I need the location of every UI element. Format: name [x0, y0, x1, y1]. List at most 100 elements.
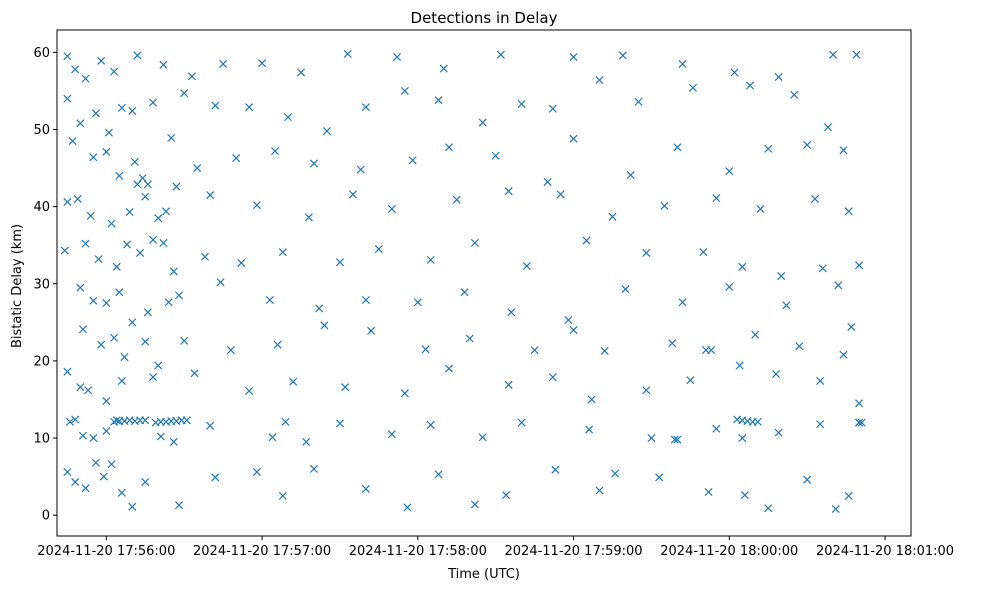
detection-marker — [128, 502, 137, 511]
detection-marker — [816, 420, 825, 429]
detection-marker — [387, 204, 396, 213]
y-tick-label: 30 — [33, 277, 50, 292]
detection-marker — [673, 143, 682, 152]
detection-marker — [149, 235, 158, 244]
detection-marker — [707, 346, 716, 355]
x-tick-label: 2024-11-20 17:57:00 — [193, 544, 331, 559]
detection-marker — [517, 418, 526, 427]
detection-marker — [159, 60, 168, 69]
detection-marker — [356, 165, 365, 174]
detection-marker — [309, 464, 319, 473]
detection-marker — [678, 298, 687, 307]
detection-marker — [756, 204, 765, 213]
detection-marker — [522, 262, 531, 271]
detection-marker — [774, 428, 783, 437]
detection-marker — [133, 51, 142, 60]
detection-marker — [123, 240, 132, 249]
detection-marker — [143, 308, 152, 317]
detection-marker — [803, 475, 812, 484]
detection-marker — [444, 364, 453, 373]
detection-marker — [315, 304, 324, 313]
detection-marker — [507, 308, 516, 317]
detection-marker — [491, 151, 500, 160]
detection-marker — [258, 59, 267, 68]
detection-marker — [128, 318, 137, 327]
detection-marker — [206, 191, 215, 200]
detection-marker — [582, 236, 591, 245]
detection-marker — [125, 208, 134, 217]
detection-marker — [569, 52, 578, 62]
detection-marker — [138, 174, 147, 183]
detection-marker — [63, 94, 72, 103]
detection-marker — [128, 106, 137, 116]
detection-marker — [141, 192, 150, 201]
detection-marker — [180, 336, 189, 345]
detection-marker — [335, 419, 344, 428]
detection-marker — [857, 418, 866, 427]
detection-marker — [839, 350, 848, 359]
detection-marker — [309, 159, 319, 168]
x-tick-label: 2024-11-20 18:00:00 — [660, 544, 798, 559]
detection-markers — [60, 49, 866, 514]
detection-marker — [704, 488, 713, 497]
detection-marker — [143, 180, 152, 189]
detection-marker — [97, 340, 106, 349]
detection-marker — [642, 386, 651, 395]
detection-marker — [289, 377, 298, 386]
detection-marker — [278, 248, 287, 257]
detection-marker — [141, 477, 150, 487]
detection-marker — [738, 262, 747, 271]
detection-marker — [278, 491, 287, 500]
detection-marker — [844, 207, 853, 216]
detection-marker — [855, 418, 864, 427]
detection-marker — [400, 86, 409, 95]
detection-marker — [611, 469, 620, 478]
detection-marker — [470, 500, 479, 509]
detection-marker — [670, 435, 679, 444]
detection-marker — [393, 52, 402, 62]
detection-marker — [847, 322, 856, 331]
detection-marker — [91, 458, 100, 467]
detection-marker — [600, 346, 609, 355]
detection-marker — [746, 81, 755, 90]
detection-marker — [167, 133, 176, 143]
detection-marker — [642, 248, 651, 257]
detection-marker — [730, 68, 739, 77]
detection-marker — [831, 504, 840, 514]
detection-marker — [548, 373, 557, 382]
detection-marker — [154, 361, 163, 370]
detection-marker — [790, 90, 799, 99]
detection-marker — [764, 144, 773, 153]
detection-marker — [361, 295, 370, 304]
detection-marker — [673, 435, 682, 444]
y-tick-label: 0 — [42, 509, 50, 524]
detection-marker — [655, 473, 664, 482]
detection-marker — [343, 49, 352, 58]
detection-marker — [245, 103, 254, 112]
detection-marker — [777, 272, 786, 281]
detection-marker — [834, 281, 843, 290]
detection-marker — [626, 170, 635, 180]
detection-marker — [753, 417, 762, 426]
detection-marker — [268, 433, 277, 442]
detection-marker — [699, 248, 708, 257]
detection-marker — [60, 246, 69, 255]
x-tick-label: 2024-11-20 17:58:00 — [349, 544, 487, 559]
detection-marker — [193, 164, 202, 173]
detection-marker — [803, 140, 812, 149]
detection-marker — [595, 76, 604, 85]
detection-marker — [403, 503, 412, 512]
detection-marker — [818, 264, 827, 273]
y-tick-label: 10 — [33, 432, 50, 447]
detection-marker — [63, 197, 72, 207]
detection-marker — [102, 299, 111, 308]
detection-marker — [81, 239, 90, 248]
detection-marker — [774, 73, 783, 82]
detection-marker — [265, 295, 274, 304]
detection-marker — [252, 467, 261, 477]
detection-marker — [271, 147, 280, 156]
detection-marker — [102, 147, 111, 156]
detection-marker — [73, 194, 82, 203]
